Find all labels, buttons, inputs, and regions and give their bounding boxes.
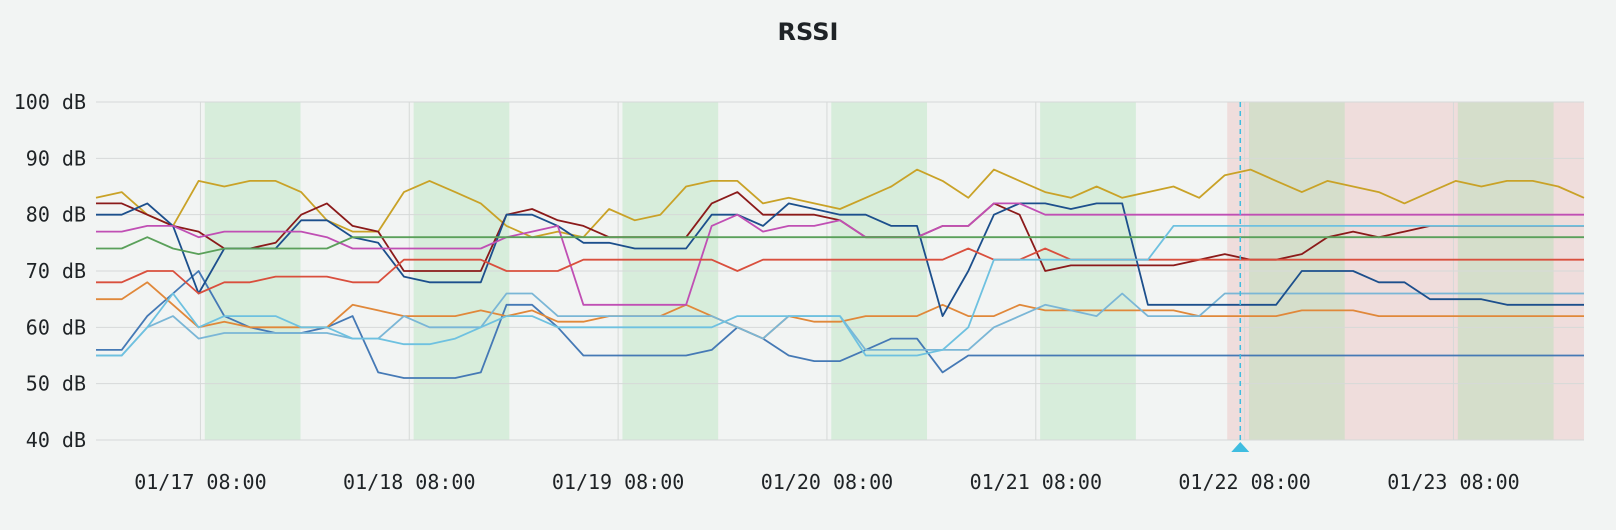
x-tick-label: 01/23 08:00: [1387, 470, 1519, 494]
series-line[interactable]: [96, 224, 1584, 357]
cursor-marker-icon[interactable]: [1231, 442, 1250, 452]
chart-title: RSSI: [777, 18, 839, 46]
x-tick-label: 01/18 08:00: [343, 470, 475, 494]
y-tick-label: 50 dB: [26, 372, 86, 396]
y-tick-label: 90 dB: [26, 146, 86, 170]
x-tick-label: 01/19 08:00: [552, 470, 684, 494]
series-line[interactable]: [96, 281, 1584, 340]
series-line[interactable]: [96, 202, 1584, 306]
series-layer: [95, 168, 1585, 379]
y-tick-label: 100 dB: [14, 90, 86, 114]
x-tick-label: 01/22 08:00: [1178, 470, 1310, 494]
series-line[interactable]: [96, 236, 1584, 256]
y-tick-label: 40 dB: [26, 428, 86, 452]
series-line[interactable]: [96, 202, 1584, 318]
y-tick-label: 70 dB: [26, 259, 86, 283]
x-tick-label: 01/21 08:00: [970, 470, 1102, 494]
series-line[interactable]: [96, 247, 1584, 295]
x-tick-label: 01/20 08:00: [761, 470, 893, 494]
series-line[interactable]: [95, 168, 1585, 239]
y-tick-label: 60 dB: [26, 315, 86, 339]
y-tick-label: 80 dB: [26, 203, 86, 227]
axis-layer: 100 dB 90 dB 80 dB 70 dB 60 dB 50 dB 40 dB 01/1…: [14, 90, 1520, 494]
x-tick-label: 01/17 08:00: [134, 470, 266, 494]
series-line[interactable]: [96, 270, 1584, 379]
